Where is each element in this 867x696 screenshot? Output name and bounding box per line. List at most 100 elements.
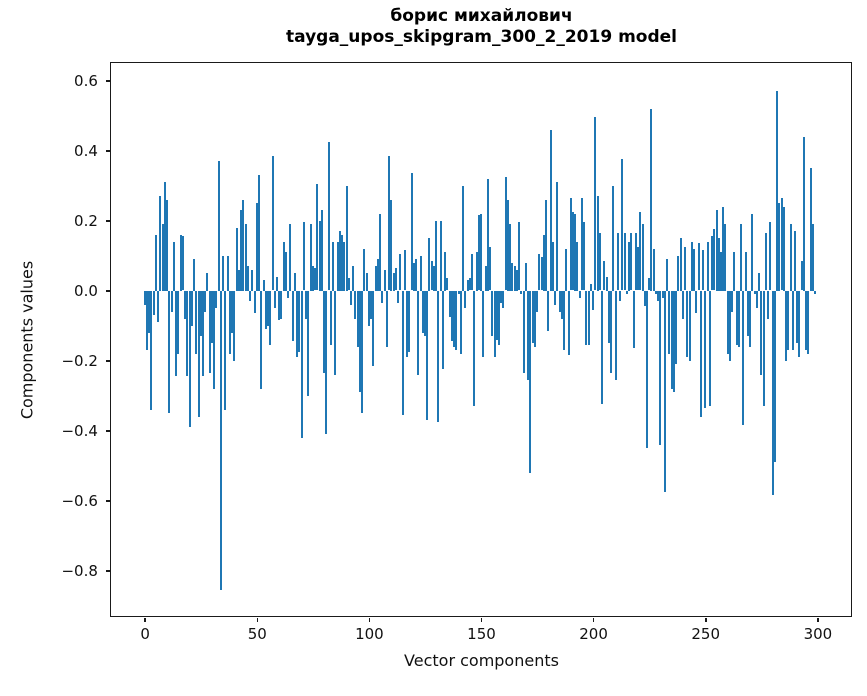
bar: [491, 290, 494, 336]
y-tick: [105, 290, 110, 292]
bar: [163, 182, 166, 291]
bar: [500, 290, 503, 303]
bar: [372, 290, 375, 366]
bar: [556, 182, 559, 291]
x-tick: [368, 618, 371, 623]
bar: [789, 224, 792, 291]
bar: [677, 255, 680, 291]
y-tick: [105, 360, 110, 362]
bar: [388, 155, 391, 291]
bar: [376, 259, 379, 291]
bar: [616, 232, 619, 291]
bar: [567, 290, 570, 356]
bar: [233, 290, 236, 361]
y-tick-label: 0.0: [74, 282, 98, 300]
bar: [280, 290, 283, 319]
bar: [538, 253, 541, 291]
bar: [686, 290, 689, 357]
bar: [547, 290, 550, 331]
bar: [713, 229, 716, 291]
x-tick-label: 100: [355, 624, 384, 643]
bar: [242, 199, 245, 291]
bar: [807, 290, 810, 354]
y-tick-label: 0.6: [74, 72, 98, 90]
bar: [793, 231, 796, 291]
bar: [493, 290, 496, 357]
bar: [204, 290, 207, 312]
y-tick: [105, 500, 110, 502]
bar: [159, 196, 162, 291]
bar: [486, 178, 489, 291]
bar: [571, 211, 574, 291]
bar: [379, 213, 382, 291]
y-tick: [105, 430, 110, 432]
y-tick-label: −0.2: [61, 352, 98, 370]
bar: [215, 290, 218, 308]
bar: [262, 280, 265, 291]
bar: [484, 266, 487, 291]
bar: [480, 213, 482, 291]
bar: [392, 273, 395, 291]
bar: [246, 266, 249, 291]
bar: [444, 252, 447, 291]
bar: [466, 280, 469, 291]
bar: [558, 290, 561, 312]
bar: [459, 290, 462, 354]
x-tick: [705, 618, 707, 623]
y-tick-label: −0.4: [61, 422, 98, 440]
bar: [421, 290, 424, 333]
bar: [592, 290, 595, 310]
y-tick-label: 0.4: [74, 142, 98, 160]
bar: [219, 290, 222, 590]
bar: [237, 269, 240, 291]
bar: [258, 175, 260, 291]
bar: [347, 278, 350, 291]
bar: [630, 232, 633, 291]
bar: [693, 248, 695, 291]
bar: [659, 290, 662, 445]
bar: [334, 290, 337, 375]
bar: [607, 290, 610, 343]
bar: [345, 185, 348, 291]
bar: [318, 220, 321, 291]
bar: [540, 257, 543, 291]
bar: [401, 290, 404, 415]
bar: [208, 290, 211, 373]
bar: [152, 290, 155, 315]
bar: [511, 262, 514, 291]
bar: [805, 290, 808, 350]
bar: [410, 173, 413, 291]
bar: [190, 290, 193, 326]
bar: [179, 234, 182, 291]
bar: [370, 290, 373, 319]
bar: [145, 290, 148, 350]
bar: [506, 199, 509, 291]
bar: [518, 222, 521, 291]
bar: [650, 108, 653, 291]
bar: [536, 290, 539, 312]
bar: [224, 290, 227, 410]
bar: [740, 224, 743, 291]
bar: [352, 266, 355, 291]
bar: [244, 224, 247, 291]
x-tick-label: 250: [691, 624, 720, 643]
bar: [755, 290, 758, 308]
y-tick: [105, 80, 110, 82]
bar: [161, 224, 164, 291]
bar: [287, 290, 290, 298]
bar: [614, 290, 617, 380]
bar: [791, 290, 794, 350]
bar: [495, 290, 498, 340]
bar: [670, 290, 673, 389]
bar: [605, 276, 608, 291]
bar: [284, 252, 287, 291]
bar: [657, 290, 660, 301]
bar: [587, 290, 590, 345]
bar: [661, 290, 664, 298]
bar: [251, 269, 254, 291]
bar: [197, 290, 200, 417]
bar: [735, 290, 738, 345]
bar: [522, 290, 525, 373]
bar: [589, 283, 592, 291]
